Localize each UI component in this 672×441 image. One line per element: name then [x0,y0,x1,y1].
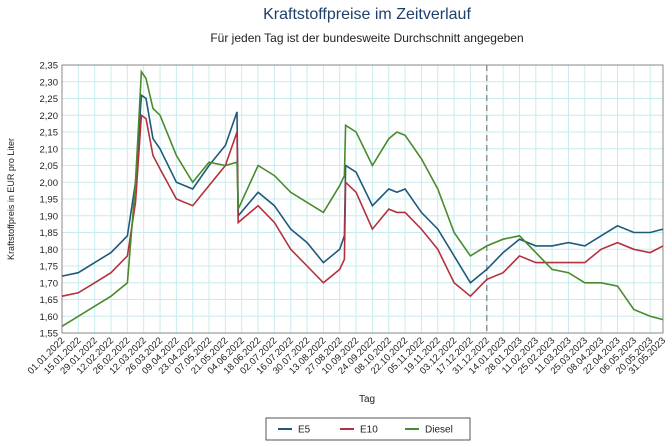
legend-box [265,417,471,441]
line-series [61,113,664,298]
chart-title: Kraftstoffpreise im Zeitverlauf [263,6,471,23]
y-tick-label: 1,90 [40,211,59,222]
legend-label: E10 [360,425,378,436]
y-tick-label: 2,20 [40,111,59,122]
y-axis-label: Kraftstoffpreis in EUR pro Liter [6,138,16,260]
y-tick-label: 2,30 [40,77,59,88]
y-tick-label: 2,00 [40,178,59,189]
y-tick-label: 1,70 [40,278,59,289]
y-tick-label: 1,55 [40,329,59,340]
y-tick-label: 1,80 [40,245,59,256]
y-tick-label: 1,65 [40,295,59,306]
plot-frame [61,64,664,334]
y-tick-label: 2,10 [40,144,59,155]
y-tick-label: 1,75 [40,262,59,273]
y-tick-label: 1,95 [40,195,59,206]
y-tick-label: 2,05 [40,161,59,172]
line-series [61,69,664,327]
line-series [61,93,664,285]
y-tick-label: 2,25 [40,94,59,105]
y-tick-label: 2,35 [40,61,59,72]
y-tick-label: 1,60 [40,312,59,323]
y-tick-label: 1,85 [40,228,59,239]
legend-label: Diesel [425,425,453,436]
x-axis-label: Tag [359,394,375,405]
chart-subtitle: Für jeden Tag ist der bundesweite Durchs… [210,31,523,45]
y-tick-label: 2,15 [40,128,59,139]
legend-label: E5 [298,425,311,436]
